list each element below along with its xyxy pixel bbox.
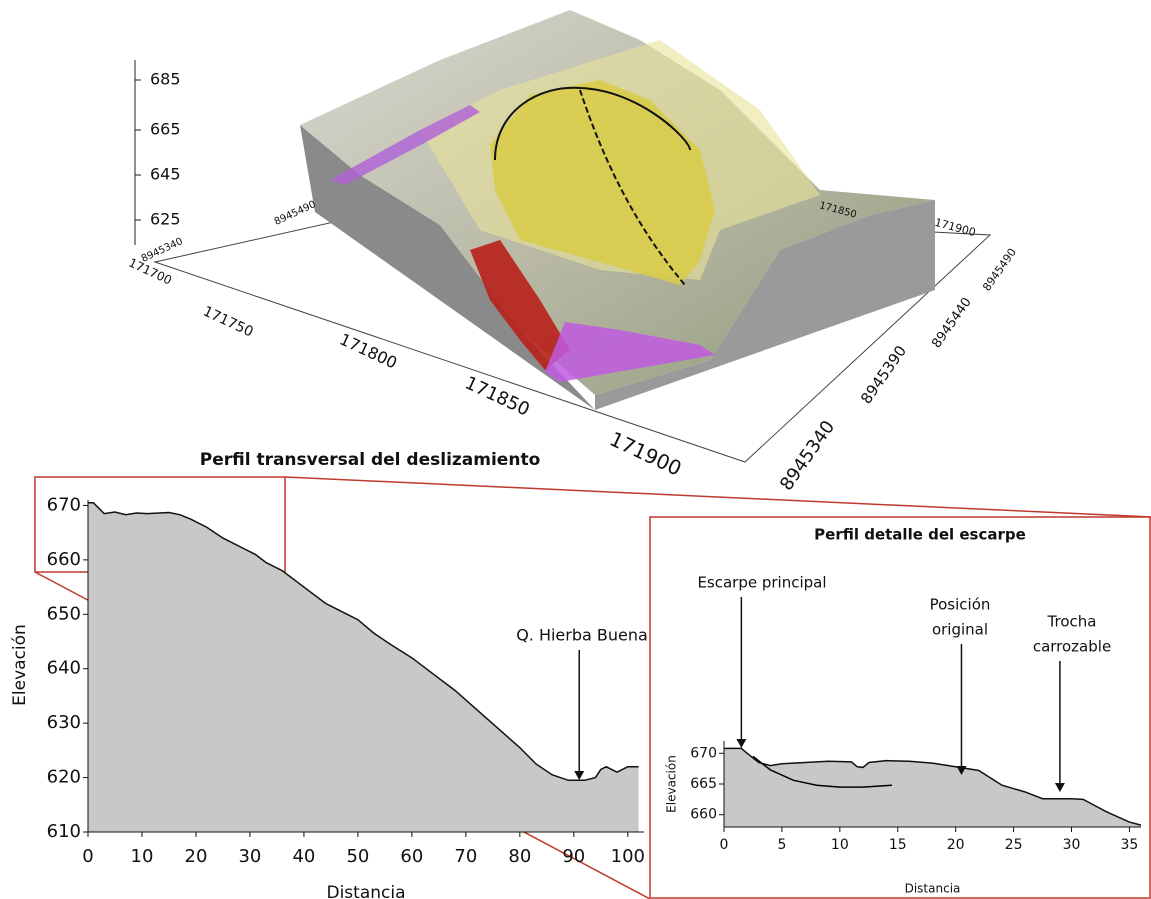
y-tick-label: 670 <box>690 745 717 761</box>
y-tick-label: 660 <box>690 807 717 823</box>
x-tick-label: 10 <box>131 846 154 867</box>
z-tick-label: 625 <box>150 210 181 229</box>
y-tick-label: 8945390 <box>857 342 910 407</box>
annotation: carrozable <box>1033 638 1111 656</box>
x-tick-label: 171850 <box>462 373 533 421</box>
y-tick-label: 8945490 <box>980 246 1019 294</box>
x-tick-label: 40 <box>292 846 315 867</box>
y-tick-label: 8945340 <box>776 417 839 495</box>
annotation: Q. Hierba Buena <box>516 626 648 645</box>
figure: 6856656456251717001717501718001718501719… <box>0 0 1151 899</box>
annotation: original <box>932 621 988 639</box>
y-tick-label: 620 <box>47 767 81 788</box>
chart-title: Perfil transversal del deslizamiento <box>200 450 541 470</box>
y-axis-label: Elevación <box>10 624 30 706</box>
x-tick-label: 171800 <box>337 330 400 373</box>
x-axis-label: Distancia <box>326 883 405 899</box>
x-tick-label: 0 <box>82 846 93 867</box>
annotation: Trocha <box>1047 613 1097 631</box>
y-tick-label: 630 <box>47 712 81 733</box>
x-tick-label: 20 <box>185 846 208 867</box>
x-tick-label: 0 <box>720 837 729 853</box>
x-tick-label: 60 <box>400 846 423 867</box>
x-tick-label: 171750 <box>200 303 255 340</box>
y-tick-label: 610 <box>47 821 81 842</box>
annotation: Posición <box>930 596 991 614</box>
y-axis-label: Elevación <box>665 755 679 813</box>
x-tick-label: 90 <box>562 846 585 867</box>
y-tick-label: 665 <box>690 776 717 792</box>
back-tick-label: 171900 <box>933 216 977 239</box>
chart-title: Perfil detalle del escarpe <box>814 526 1026 544</box>
x-tick-label: 15 <box>889 837 907 853</box>
x-tick-label: 30 <box>238 846 261 867</box>
y-tick-label: 8945440 <box>929 295 975 351</box>
y-tick-label: 670 <box>47 494 81 515</box>
profile-area <box>88 503 639 832</box>
x-tick-label: 80 <box>508 846 531 867</box>
x-tick-label: 10 <box>831 837 849 853</box>
x-tick-label: 100 <box>611 846 645 867</box>
z-tick-label: 685 <box>150 70 181 89</box>
y-tick-label: 660 <box>47 549 81 570</box>
zoom-line <box>285 477 1151 517</box>
x-tick-label: 30 <box>1063 837 1081 853</box>
x-tick-label: 20 <box>947 837 965 853</box>
y-tick-label: 650 <box>47 603 81 624</box>
x-axis-label: Distancia <box>905 882 961 896</box>
arrow-head <box>574 771 584 780</box>
z-tick-label: 645 <box>150 165 181 184</box>
annotation: Escarpe principal <box>697 574 826 592</box>
x-tick-label: 70 <box>454 846 477 867</box>
x-tick-label: 50 <box>346 846 369 867</box>
back-tick-label: 8945490 <box>273 199 318 228</box>
z-tick-label: 665 <box>150 120 181 139</box>
x-tick-label: 171900 <box>606 427 685 481</box>
y-tick-label: 640 <box>47 658 81 679</box>
x-tick-label: 35 <box>1121 837 1139 853</box>
x-tick-label: 5 <box>777 837 786 853</box>
x-tick-label: 25 <box>1005 837 1023 853</box>
